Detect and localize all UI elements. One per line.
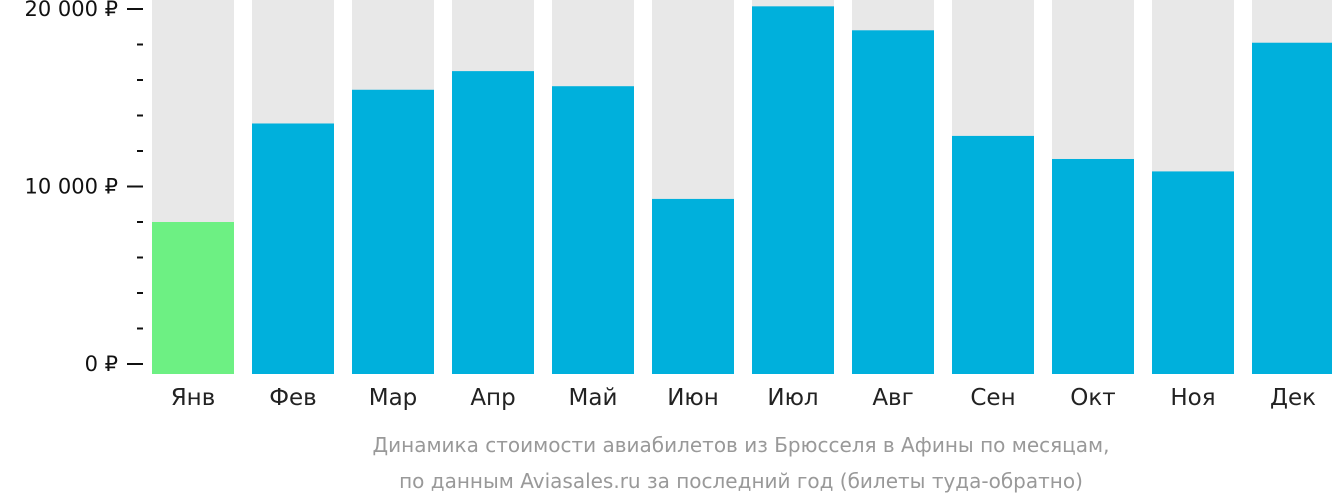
x-tick-label: Дек [1270, 385, 1316, 411]
bar-Фев[interactable] [252, 123, 334, 374]
bar-Июл[interactable] [752, 6, 834, 375]
x-tick-label: Окт [1070, 385, 1115, 411]
bar-Дек[interactable] [1252, 42, 1332, 374]
x-tick-label: Май [569, 385, 618, 411]
x-tick-label: Авг [872, 385, 913, 411]
chart-caption: Динамика стоимости авиабилетов из Брюссе… [373, 433, 1110, 493]
x-tick-label: Ноя [1170, 385, 1215, 411]
x-tick-label: Апр [470, 385, 515, 411]
x-tick-label: Сен [970, 385, 1015, 411]
bar-Май[interactable] [552, 86, 634, 375]
bar-Апр[interactable] [452, 71, 534, 374]
x-tick-label: Мар [369, 385, 418, 411]
x-tick-label: Фев [269, 385, 317, 411]
bar-Мар[interactable] [352, 89, 434, 374]
bars [152, 0, 1332, 375]
bar-Авг[interactable] [852, 30, 934, 375]
caption-line-2: по данным Aviasales.ru за последний год … [399, 469, 1083, 493]
x-axis-labels: Янв Фев Мар Апр Май Июн Июл Авг Сен Окт Ноя Дек [171, 385, 1316, 411]
bar-Окт[interactable] [1052, 158, 1134, 374]
y-tick-label: 10 000 ₽ [24, 175, 118, 199]
bar-Янв[interactable] [152, 222, 234, 374]
x-tick-label: Янв [171, 385, 216, 411]
x-tick-label: Июл [767, 385, 818, 411]
x-tick-label: Июн [667, 385, 719, 411]
y-tick-label: 20 000 ₽ [24, 0, 118, 21]
bar-Июн[interactable] [652, 198, 734, 374]
bar-Ноя[interactable] [1152, 171, 1234, 374]
y-tick-label: 0 ₽ [85, 352, 118, 376]
caption-line-1: Динамика стоимости авиабилетов из Брюссе… [373, 433, 1110, 457]
bar-Сен[interactable] [952, 135, 1034, 374]
y-axis: 0 ₽ 10 000 ₽ 20 000 ₽ [24, 0, 143, 376]
